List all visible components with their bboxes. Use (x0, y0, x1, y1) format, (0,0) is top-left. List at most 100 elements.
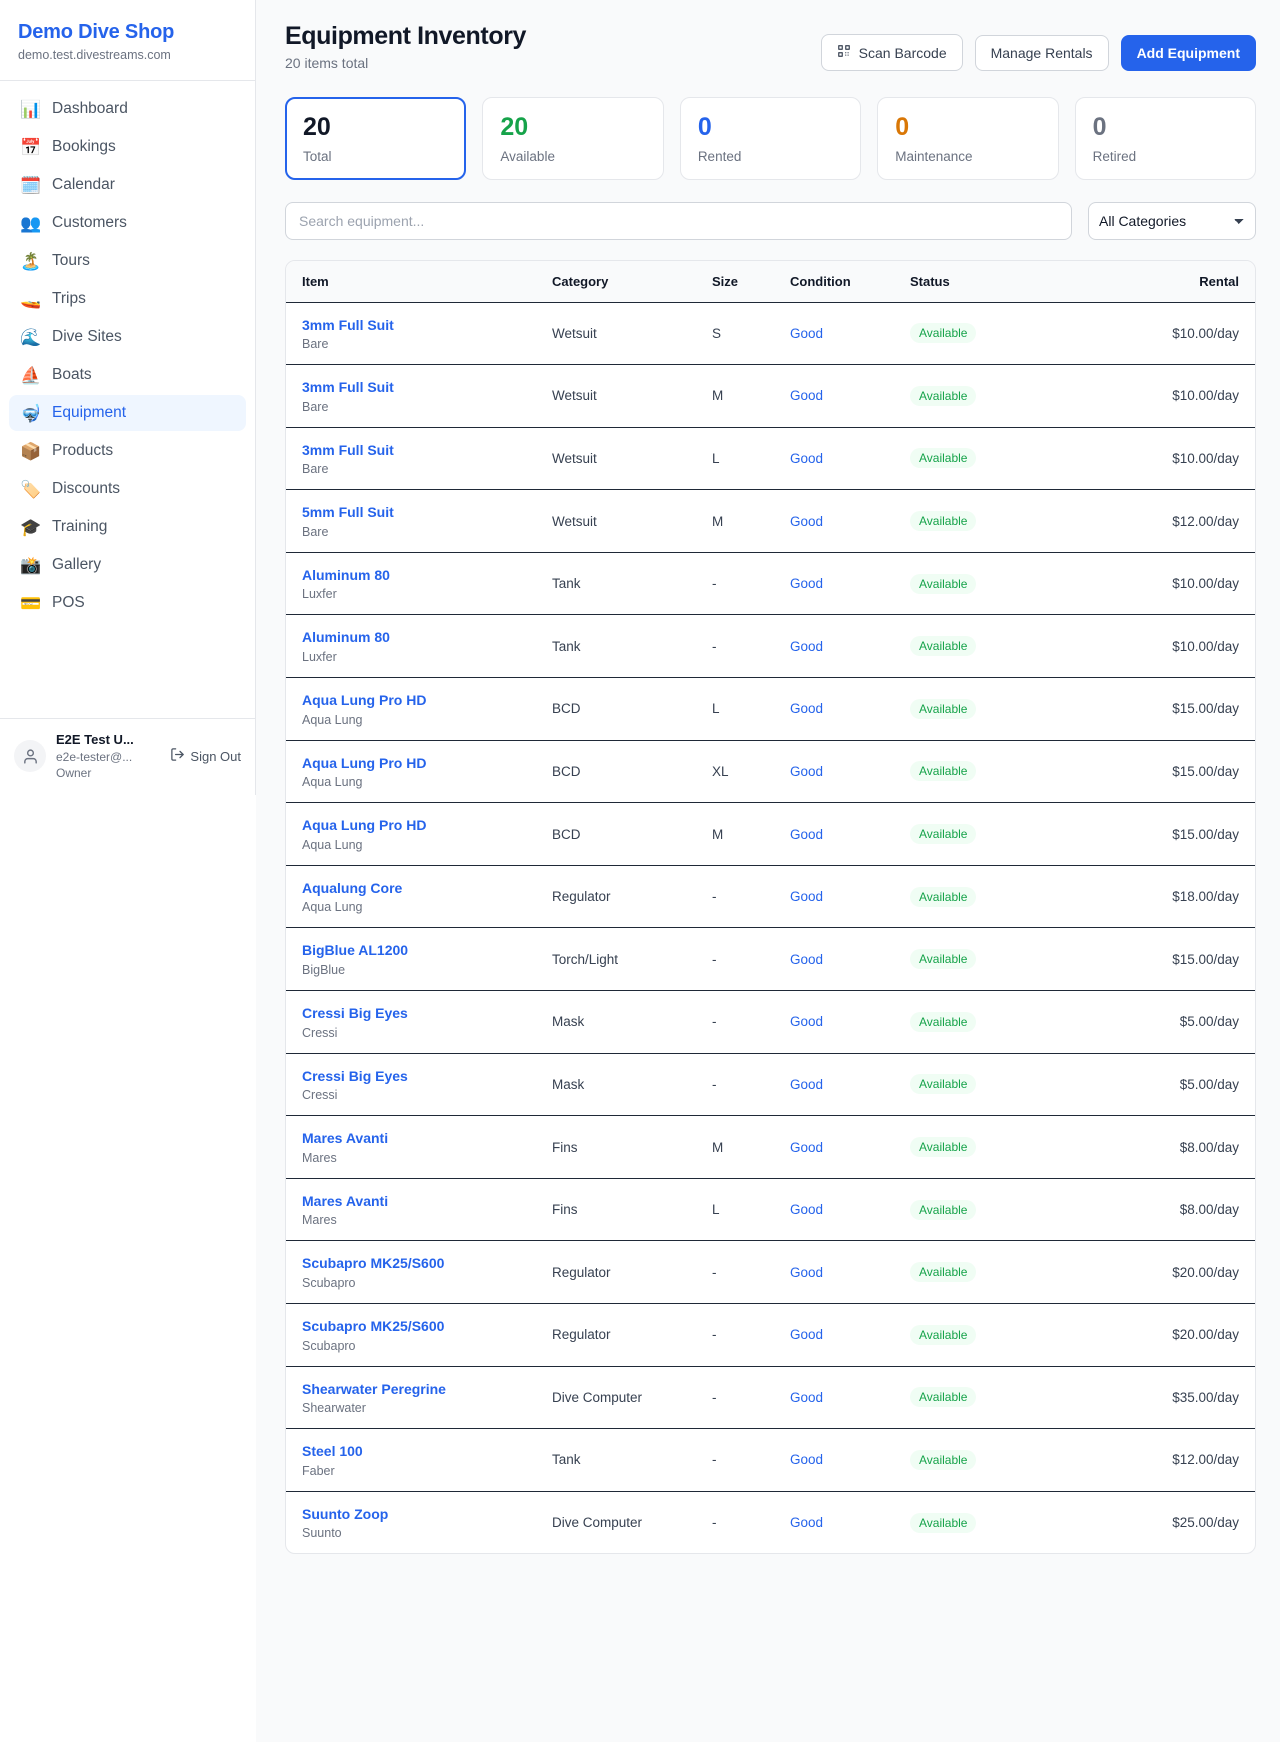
condition-link[interactable]: Good (790, 1139, 824, 1155)
item-link[interactable]: Aqua Lung Pro HD (302, 817, 427, 834)
item-link[interactable]: Cressi Big Eyes (302, 1005, 408, 1022)
item-link[interactable]: Aluminum 80 (302, 629, 390, 646)
table-row[interactable]: 3mm Full Suit Bare Wetsuit S Good Available $1… (286, 302, 1255, 366)
people-icon: 👥 (20, 213, 42, 233)
cell-size: - (696, 1366, 774, 1430)
stat-card-total[interactable]: 20 Total (285, 97, 467, 180)
cell-item: Aluminum 80 Luxfer (286, 614, 536, 679)
condition-link[interactable]: Good (790, 1452, 824, 1468)
stat-card-retired[interactable]: 0 Retired (1074, 97, 1257, 180)
stat-label: Total (303, 148, 332, 164)
item-link[interactable]: Suunto Zoop (302, 1505, 389, 1522)
sidebar-item-gallery[interactable]: 📸 Gallery (9, 547, 246, 583)
item-link[interactable]: Scubapro MK25/S600 (302, 1318, 445, 1334)
sidebar-item-equipment[interactable]: 🤿 Equipment (9, 395, 246, 431)
category-filter-select[interactable]: All Categories (1088, 201, 1256, 240)
search-input[interactable] (285, 201, 1072, 240)
table-row[interactable]: Steel 100 Faber Tank - Good Available $12.00/d… (286, 1428, 1255, 1492)
cell-category: Tank (536, 552, 696, 616)
item-link[interactable]: 3mm Full Suit (302, 316, 394, 333)
stat-value: 0 (697, 113, 712, 141)
condition-link[interactable]: Good (790, 388, 824, 404)
condition-link[interactable]: Good (790, 763, 824, 779)
condition-link[interactable]: Good (790, 325, 824, 341)
table-row[interactable]: Mares Avanti Mares Fins M Good Available $8.00… (286, 1115, 1255, 1179)
table-row[interactable]: BigBlue AL1200 BigBlue Torch/Light - Good Ava… (286, 927, 1255, 992)
condition-link[interactable]: Good (790, 826, 824, 842)
table-row[interactable]: Aqua Lung Pro HD Aqua Lung BCD L Good Availab… (286, 677, 1255, 741)
condition-link[interactable]: Good (790, 889, 824, 905)
condition-link[interactable]: Good (790, 1076, 824, 1092)
sidebar-item-dashboard[interactable]: 📊 Dashboard (9, 91, 246, 127)
manage-rentals-button[interactable]: Manage Rentals (974, 34, 1109, 71)
item-link[interactable]: Scubapro MK25/S600 (302, 1255, 445, 1272)
table-row[interactable]: Aqualung Core Aqua Lung Regulator - Good Avai… (286, 865, 1255, 929)
table-row[interactable]: 3mm Full Suit Bare Wetsuit M Good Available $1… (286, 364, 1255, 428)
item-link[interactable]: 3mm Full Suit (302, 441, 394, 458)
sidebar-item-training[interactable]: 🎓 Training (9, 509, 246, 545)
add-equipment-button[interactable]: Add Equipment (1120, 34, 1256, 71)
item-link[interactable]: Aqua Lung Pro HD (302, 754, 427, 771)
item-link[interactable]: Aluminum 80 (302, 566, 390, 583)
table-row[interactable]: 3mm Full Suit Bare Wetsuit L Good Available $1… (286, 427, 1255, 491)
sidebar-item-dive-sites[interactable]: 🌊 Dive Sites (9, 319, 246, 355)
table-row[interactable]: Aqua Lung Pro HD Aqua Lung BCD M Good Availab… (286, 802, 1255, 866)
table-row[interactable]: Aluminum 80 Luxfer Tank - Good Available $10.0… (286, 552, 1255, 616)
scan-barcode-button[interactable]: Scan Barcode (820, 34, 963, 71)
sidebar-item-label: Products (52, 442, 114, 459)
stat-card-rented[interactable]: 0 Rented (679, 97, 862, 180)
item-link[interactable]: BigBlue AL1200 (302, 942, 409, 959)
status-badge: Available (910, 385, 977, 406)
item-link[interactable]: Steel 100 (302, 1443, 363, 1460)
item-link[interactable]: Mares Avanti (302, 1130, 389, 1147)
condition-link[interactable]: Good (790, 638, 824, 654)
sidebar-item-tours[interactable]: 🏝️ Tours (9, 243, 246, 279)
brand-header[interactable]: Demo Dive Shop demo.test.divestreams.com (0, 0, 255, 81)
sign-out-button[interactable]: Sign Out (170, 747, 241, 765)
sidebar-item-bookings[interactable]: 📅 Bookings (9, 129, 246, 165)
table-row[interactable]: Mares Avanti Mares Fins L Good Available $8.00… (286, 1178, 1255, 1242)
credit-card-icon: 💳 (20, 593, 42, 613)
table-row[interactable]: Shearwater Peregrine Shearwater Dive Compu… (286, 1366, 1255, 1430)
item-link[interactable]: 5mm Full Suit (302, 504, 394, 521)
cell-size: S (696, 302, 774, 366)
table-row[interactable]: Aluminum 80 Luxfer Tank - Good Available $10.0… (286, 614, 1255, 679)
sidebar-item-products[interactable]: 📦 Products (9, 433, 246, 469)
condition-link[interactable]: Good (790, 1202, 824, 1218)
sidebar-item-calendar[interactable]: 🗓️ Calendar (9, 167, 246, 203)
condition-link[interactable]: Good (790, 450, 824, 466)
item-link[interactable]: Cressi Big Eyes (302, 1067, 408, 1084)
item-link[interactable]: Shearwater Peregrine (302, 1380, 446, 1397)
table-row[interactable]: Cressi Big Eyes Cressi Mask - Good Available $… (286, 990, 1255, 1054)
condition-link[interactable]: Good (790, 701, 824, 717)
stat-card-maintenance[interactable]: 0 Maintenance (877, 97, 1059, 180)
cell-rental: $5.00/day (1054, 990, 1255, 1054)
sidebar-item-customers[interactable]: 👥 Customers (9, 205, 246, 241)
table-row[interactable]: Cressi Big Eyes Cressi Mask - Good Available $… (286, 1053, 1255, 1117)
condition-link[interactable]: Good (790, 1264, 824, 1280)
item-link[interactable]: Aqua Lung Pro HD (302, 692, 427, 709)
condition-link[interactable]: Good (790, 1389, 824, 1405)
sidebar-item-trips[interactable]: 🚤 Trips (9, 281, 246, 317)
table-row[interactable]: Scubapro MK25/S600 Scubapro Regulator - Good… (286, 1303, 1255, 1367)
condition-link[interactable]: Good (790, 1014, 824, 1030)
item-link[interactable]: Aqualung Core (302, 879, 403, 896)
item-link[interactable]: 3mm Full Suit (302, 379, 394, 396)
package-icon: 📦 (20, 441, 42, 461)
condition-link[interactable]: Good (790, 1327, 824, 1343)
table-row[interactable]: Aqua Lung Pro HD Aqua Lung BCD XL Good Availa… (286, 740, 1255, 804)
page-heading-group: Equipment Inventory 20 items total (285, 22, 526, 71)
table-row[interactable]: 5mm Full Suit Bare Wetsuit M Good Available $1… (286, 489, 1255, 553)
sidebar-item-pos[interactable]: 💳 POS (9, 585, 246, 621)
condition-link[interactable]: Good (790, 576, 824, 592)
sidebar-item-discounts[interactable]: 🏷️ Discounts (9, 471, 246, 507)
table-row[interactable]: Suunto Zoop Suunto Dive Computer - Good Avail… (286, 1491, 1255, 1553)
item-link[interactable]: Mares Avanti (302, 1192, 389, 1209)
stat-card-available[interactable]: 20 Available (482, 97, 664, 180)
condition-link[interactable]: Good (790, 513, 824, 529)
status-badge: Available (910, 1199, 977, 1220)
condition-link[interactable]: Good (790, 951, 824, 967)
condition-link[interactable]: Good (790, 1515, 824, 1531)
table-row[interactable]: Scubapro MK25/S600 Scubapro Regulator - Good… (286, 1240, 1255, 1304)
sidebar-item-boats[interactable]: ⛵ Boats (9, 357, 246, 393)
